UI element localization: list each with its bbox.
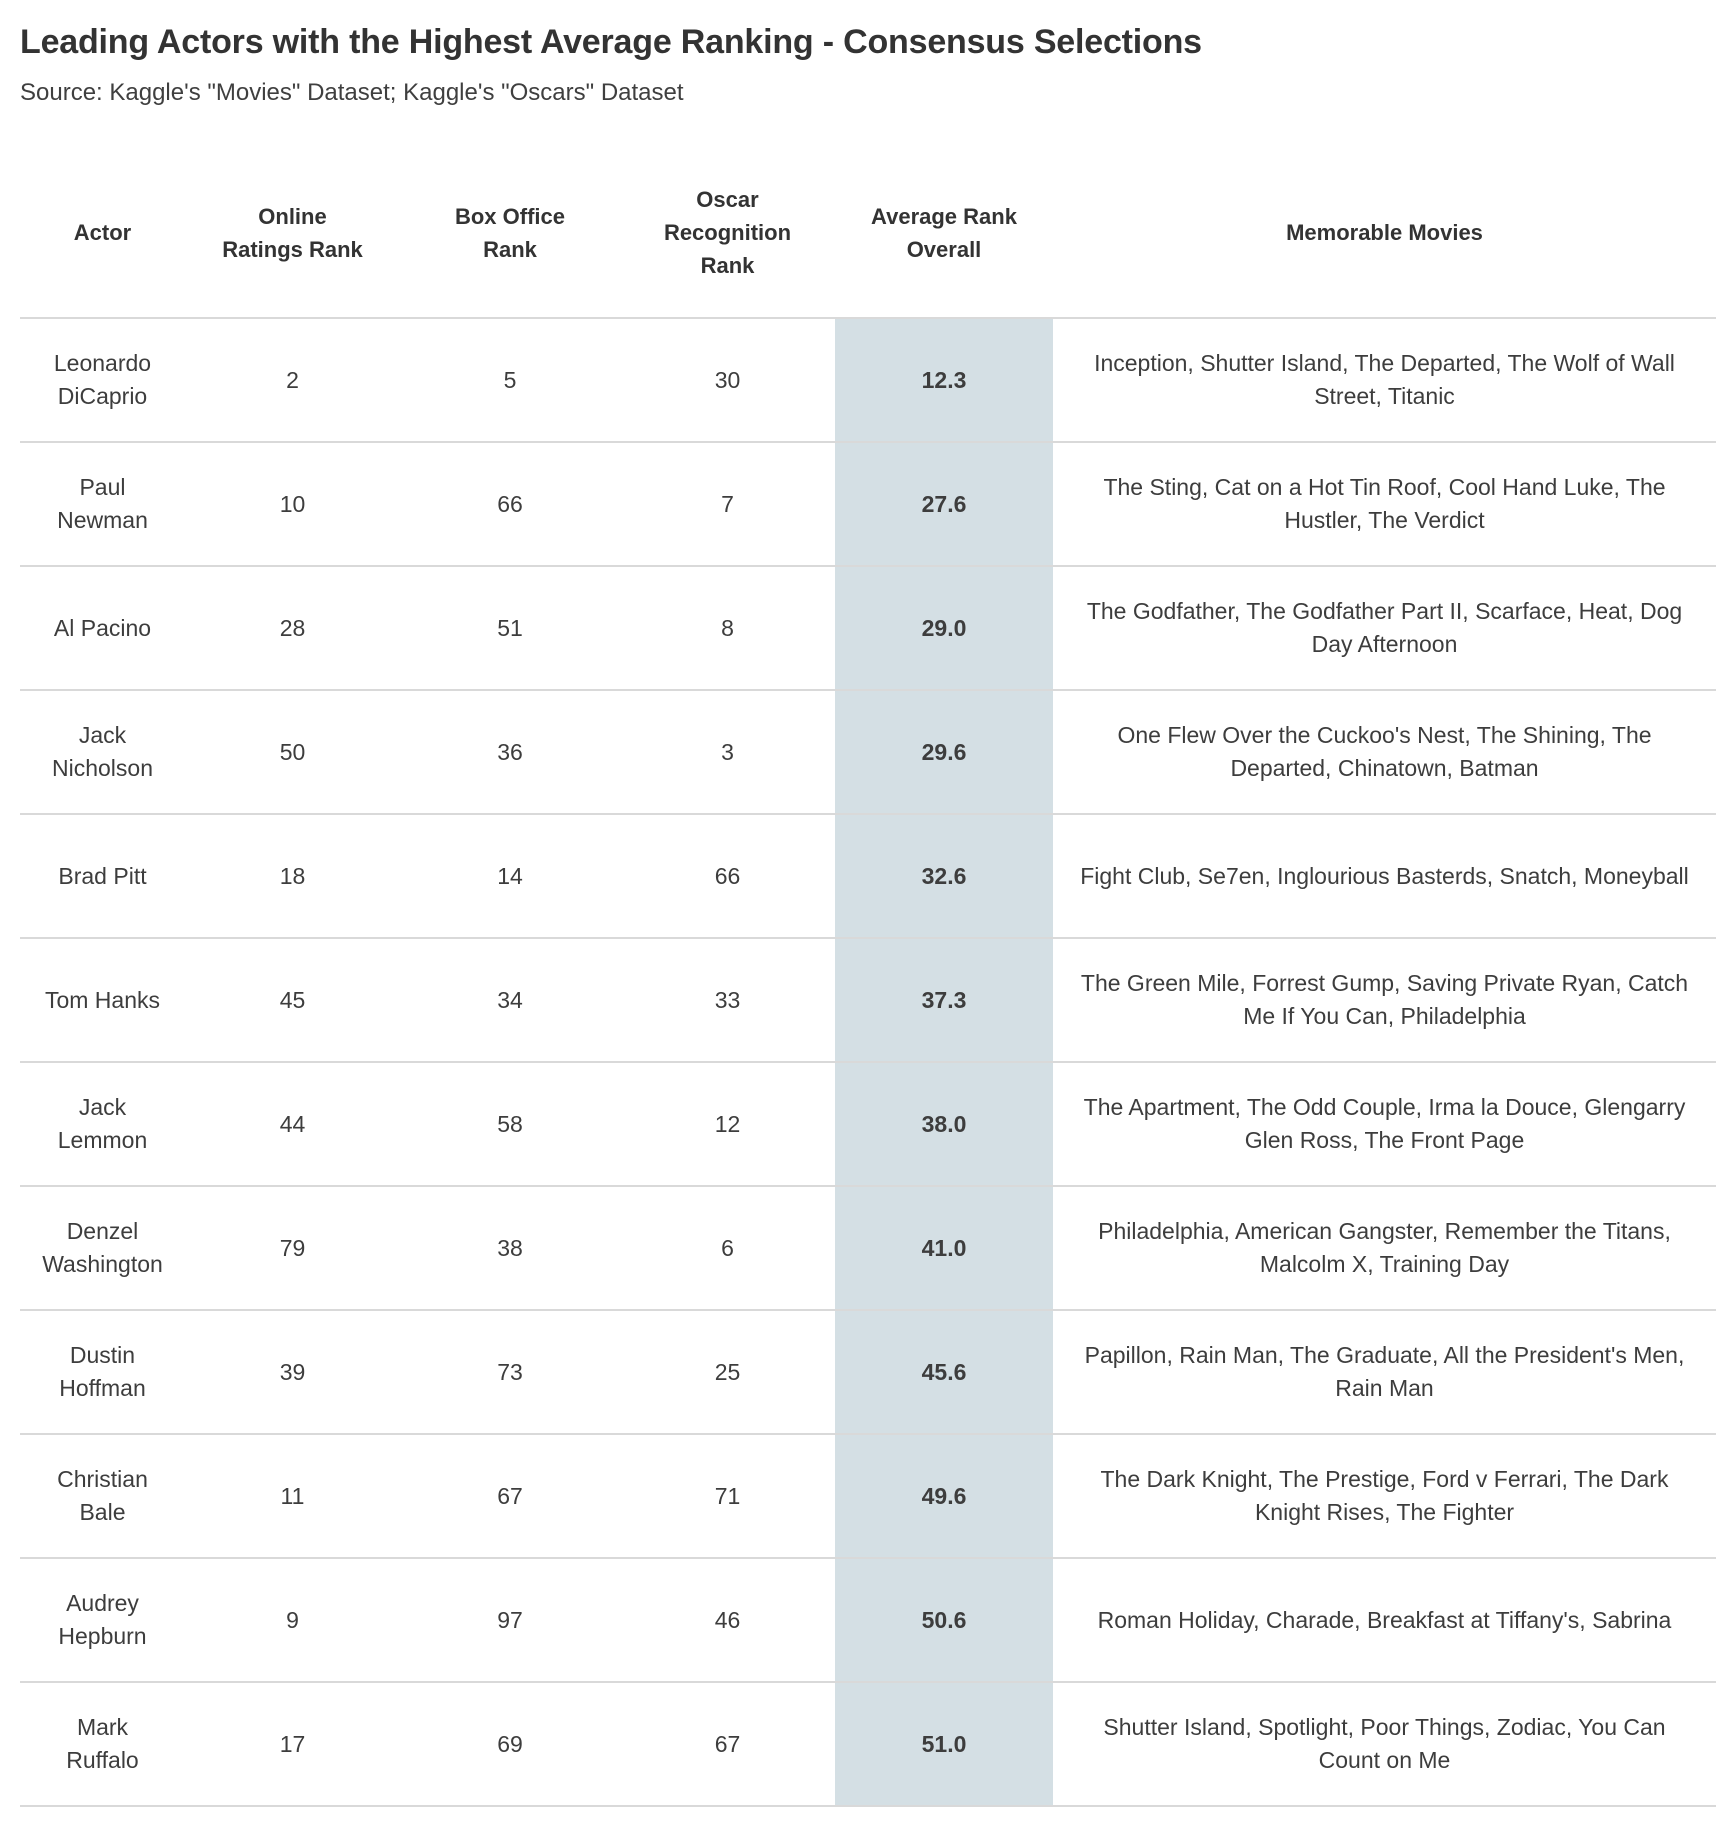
memorable-movies-cell: Roman Holiday, Charade, Breakfast at Tif…	[1053, 1558, 1716, 1683]
online-ratings-rank-cell: 9	[185, 1558, 400, 1683]
average-rank-cell: 37.3	[835, 938, 1053, 1063]
oscar-recognition-rank-cell: 12	[620, 1062, 835, 1187]
column-header-average-rank-overall: Average Rank Overall	[835, 148, 1053, 319]
average-rank-cell: 29.0	[835, 566, 1053, 691]
table-row: Paul Newman 10 66 7 27.6 The Sting, Cat on a …	[20, 442, 1716, 567]
oscar-recognition-rank-cell: 6	[620, 1186, 835, 1311]
memorable-movies-cell: The Dark Knight, The Prestige, Ford v Fe…	[1053, 1434, 1716, 1559]
table-row: Dustin Hoffman 39 73 25 45.6 Papillon, Rain M…	[20, 1310, 1716, 1435]
average-rank-cell: 45.6	[835, 1310, 1053, 1435]
memorable-movies-cell: One Flew Over the Cuckoo's Nest, The Shi…	[1053, 690, 1716, 815]
box-office-rank-cell: 5	[400, 318, 620, 443]
average-rank-cell: 32.6	[835, 814, 1053, 939]
oscar-recognition-rank-cell: 67	[620, 1682, 835, 1807]
actor-cell: Christian Bale	[20, 1434, 185, 1559]
online-ratings-rank-cell: 17	[185, 1682, 400, 1807]
average-rank-cell: 38.0	[835, 1062, 1053, 1187]
memorable-movies-cell: The Sting, Cat on a Hot Tin Roof, Cool H…	[1053, 442, 1716, 567]
actor-cell: Jack Lemmon	[20, 1062, 185, 1187]
oscar-recognition-rank-cell: 46	[620, 1558, 835, 1683]
page: Leading Actors with the Highest Average …	[0, 22, 1736, 1807]
average-rank-cell: 50.6	[835, 1558, 1053, 1683]
column-header-memorable-movies: Memorable Movies	[1053, 148, 1716, 319]
column-header-oscar-recognition-rank: Oscar Recognition Rank	[620, 148, 835, 319]
box-office-rank-cell: 14	[400, 814, 620, 939]
source-note: Source: Kaggle's "Movies" Dataset; Kaggl…	[20, 79, 684, 106]
table-row: Leonardo DiCaprio 2 5 30 12.3 Inception, Shut…	[20, 318, 1716, 443]
memorable-movies-cell: Papillon, Rain Man, The Graduate, All th…	[1053, 1310, 1716, 1435]
table-header-row: Actor Online Ratings Rank Box Office Ran…	[20, 148, 1716, 319]
average-rank-cell: 12.3	[835, 318, 1053, 443]
table-row: Jack Nicholson 50 36 3 29.6 One Flew Over the…	[20, 690, 1716, 815]
oscar-recognition-rank-cell: 66	[620, 814, 835, 939]
average-rank-cell: 29.6	[835, 690, 1053, 815]
table-header: Actor Online Ratings Rank Box Office Ran…	[20, 148, 1716, 319]
actor-cell: Jack Nicholson	[20, 690, 185, 815]
box-office-rank-cell: 36	[400, 690, 620, 815]
oscar-recognition-rank-cell: 30	[620, 318, 835, 443]
memorable-movies-cell: The Green Mile, Forrest Gump, Saving Pri…	[1053, 938, 1716, 1063]
column-header-actor: Actor	[20, 148, 185, 319]
online-ratings-rank-cell: 39	[185, 1310, 400, 1435]
online-ratings-rank-cell: 50	[185, 690, 400, 815]
actor-cell: Al Pacino	[20, 566, 185, 691]
average-rank-cell: 51.0	[835, 1682, 1053, 1807]
online-ratings-rank-cell: 18	[185, 814, 400, 939]
oscar-recognition-rank-cell: 71	[620, 1434, 835, 1559]
box-office-rank-cell: 97	[400, 1558, 620, 1683]
actor-cell: Audrey Hepburn	[20, 1558, 185, 1683]
table-row: Denzel Washington 79 38 6 41.0 Philadelphia, …	[20, 1186, 1716, 1311]
online-ratings-rank-cell: 11	[185, 1434, 400, 1559]
actor-cell: Dustin Hoffman	[20, 1310, 185, 1435]
average-rank-cell: 41.0	[835, 1186, 1053, 1311]
table-body: Leonardo DiCaprio 2 5 30 12.3 Inception, Shut…	[20, 318, 1716, 1807]
online-ratings-rank-cell: 28	[185, 566, 400, 691]
average-rank-cell: 27.6	[835, 442, 1053, 567]
actor-cell: Denzel Washington	[20, 1186, 185, 1311]
memorable-movies-cell: Fight Club, Se7en, Inglourious Basterds,…	[1053, 814, 1716, 939]
table-row: Jack Lemmon 44 58 12 38.0 The Apartment, The …	[20, 1062, 1716, 1187]
memorable-movies-cell: The Apartment, The Odd Couple, Irma la D…	[1053, 1062, 1716, 1187]
oscar-recognition-rank-cell: 8	[620, 566, 835, 691]
online-ratings-rank-cell: 10	[185, 442, 400, 567]
online-ratings-rank-cell: 45	[185, 938, 400, 1063]
online-ratings-rank-cell: 2	[185, 318, 400, 443]
actor-cell: Paul Newman	[20, 442, 185, 567]
actor-cell: Tom Hanks	[20, 938, 185, 1063]
box-office-rank-cell: 73	[400, 1310, 620, 1435]
actors-ranking-table: Actor Online Ratings Rank Box Office Ran…	[20, 148, 1716, 1807]
box-office-rank-cell: 51	[400, 566, 620, 691]
oscar-recognition-rank-cell: 25	[620, 1310, 835, 1435]
box-office-rank-cell: 34	[400, 938, 620, 1063]
actor-cell: Leonardo DiCaprio	[20, 318, 185, 443]
table-row: Al Pacino 28 51 8 29.0 The Godfather, The God…	[20, 566, 1716, 691]
box-office-rank-cell: 69	[400, 1682, 620, 1807]
online-ratings-rank-cell: 44	[185, 1062, 400, 1187]
oscar-recognition-rank-cell: 3	[620, 690, 835, 815]
box-office-rank-cell: 58	[400, 1062, 620, 1187]
page-title: Leading Actors with the Highest Average …	[20, 23, 1202, 61]
memorable-movies-cell: Philadelphia, American Gangster, Remembe…	[1053, 1186, 1716, 1311]
table-row: Audrey Hepburn 9 97 46 50.6 Roman Holiday, Ch…	[20, 1558, 1716, 1683]
column-header-online-ratings-rank: Online Ratings Rank	[185, 148, 400, 319]
table-row: Christian Bale 11 67 71 49.6 The Dark Knight,…	[20, 1434, 1716, 1559]
oscar-recognition-rank-cell: 33	[620, 938, 835, 1063]
average-rank-cell: 49.6	[835, 1434, 1053, 1559]
box-office-rank-cell: 66	[400, 442, 620, 567]
column-header-box-office-rank: Box Office Rank	[400, 148, 620, 319]
memorable-movies-cell: Inception, Shutter Island, The Departed,…	[1053, 318, 1716, 443]
table-row: Brad Pitt 18 14 66 32.6 Fight Club, Se7en, In…	[20, 814, 1716, 939]
actor-cell: Brad Pitt	[20, 814, 185, 939]
memorable-movies-cell: The Godfather, The Godfather Part II, Sc…	[1053, 566, 1716, 691]
memorable-movies-cell: Shutter Island, Spotlight, Poor Things, …	[1053, 1682, 1716, 1807]
oscar-recognition-rank-cell: 7	[620, 442, 835, 567]
actor-cell: Mark Ruffalo	[20, 1682, 185, 1807]
table-row: Tom Hanks 45 34 33 37.3 The Green Mile, Forre…	[20, 938, 1716, 1063]
box-office-rank-cell: 38	[400, 1186, 620, 1311]
online-ratings-rank-cell: 79	[185, 1186, 400, 1311]
table-row: Mark Ruffalo 17 69 67 51.0 Shutter Island, Sp…	[20, 1682, 1716, 1807]
box-office-rank-cell: 67	[400, 1434, 620, 1559]
